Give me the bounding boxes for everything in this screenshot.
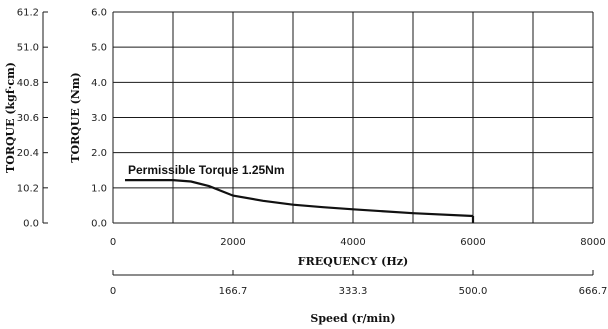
x-tick-label: 2000 [220, 237, 245, 248]
y-tick-label-kgfcm: 61.2 [17, 8, 39, 19]
x-axis-title: FREQUENCY (Hz) [298, 255, 408, 268]
y-tick-label-nm: 3.0 [91, 113, 107, 124]
speed-tick-label: 666.7 [579, 286, 608, 297]
permissible-torque-annotation: Permissible Torque 1.25Nm [128, 163, 285, 177]
x-tick-label: 0 [110, 237, 116, 248]
y-tick-label-kgfcm: 51.0 [17, 43, 39, 54]
speed-tick-label: 333.3 [339, 286, 368, 297]
y-tick-label-nm: 2.0 [91, 148, 107, 159]
y-tick-label-kgfcm: 20.4 [17, 148, 39, 159]
axes [42, 11, 594, 276]
y-tick-label-kgfcm: 30.6 [17, 113, 39, 124]
speed-axis-title: Speed (r/min) [310, 312, 395, 325]
y-tick-label-kgfcm: 40.8 [17, 78, 39, 89]
speed-tick-label: 166.7 [219, 286, 248, 297]
y-tick-label-nm: 6.0 [91, 8, 107, 19]
torque-curve [125, 179, 474, 218]
tick-labels: 0.0 1.0 2.0 3.0 4.0 5.0 6.0 0.0 10.2 20.4 30.6 40.8… [17, 8, 608, 298]
y-axis-title-nm: TORQUE (Nm) [69, 72, 82, 162]
speed-tick-label: 0 [110, 286, 116, 297]
y-tick-label-nm: 0.0 [91, 219, 107, 230]
y-tick-label-kgfcm: 10.2 [17, 183, 39, 194]
y-tick-label-nm: 1.0 [91, 183, 107, 194]
y-tick-label-kgfcm: 0.0 [23, 219, 39, 230]
grid [112, 11, 594, 224]
y-tick-label-nm: 5.0 [91, 43, 107, 54]
y-tick-label-nm: 4.0 [91, 78, 107, 89]
torque-curve-layer [125, 179, 475, 223]
x-tick-label: 4000 [340, 237, 365, 248]
x-tick-label: 8000 [580, 237, 605, 248]
x-tick-label: 6000 [460, 237, 485, 248]
speed-tick-label: 500.0 [459, 286, 488, 297]
y-axis-title-kgfcm: TORQUE (kgf·cm) [4, 62, 17, 173]
